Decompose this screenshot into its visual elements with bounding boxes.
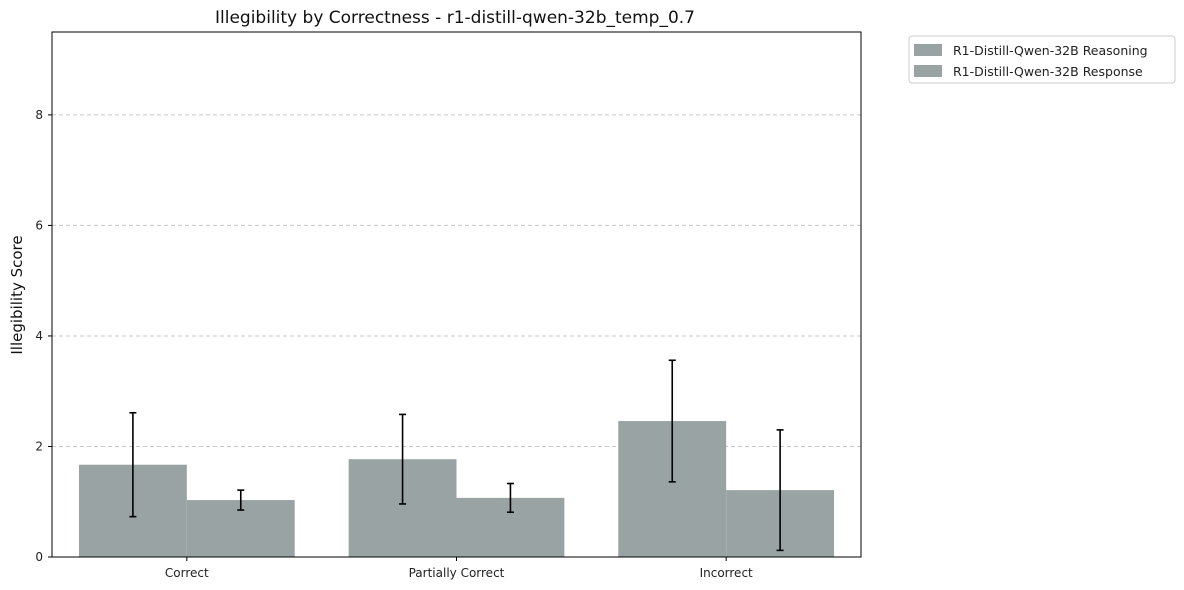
x-axis-ticks: Correct Partially Correct Incorrect xyxy=(165,557,753,580)
x-tick-label: Incorrect xyxy=(700,566,753,580)
legend-box xyxy=(908,35,1176,84)
legend-swatch xyxy=(914,65,942,77)
bars xyxy=(78,421,835,557)
y-tick-label: 0 xyxy=(35,550,43,564)
legend-label: R1-Distill-Qwen-32B Reasoning xyxy=(953,43,1148,58)
y-tick-label: 2 xyxy=(35,439,43,453)
legend-swatch xyxy=(914,44,942,56)
x-tick-label: Correct xyxy=(165,566,209,580)
y-tick-label: 6 xyxy=(35,218,43,232)
y-axis-label: Illegibility Score xyxy=(8,235,26,354)
x-tick-label: Partially Correct xyxy=(409,566,505,580)
legend-label: R1-Distill-Qwen-32B Response xyxy=(953,64,1143,79)
error-bars xyxy=(129,359,784,552)
y-axis-ticks: 0 2 4 6 8 xyxy=(35,108,52,564)
chart-title: Illegibility by Correctness - r1-distill… xyxy=(215,8,695,28)
legend: R1-Distill-Qwen-32B Reasoning R1-Distill-… xyxy=(908,35,1176,84)
y-tick-label: 8 xyxy=(35,108,43,122)
y-tick-label: 4 xyxy=(35,329,43,343)
gridlines xyxy=(52,114,861,447)
